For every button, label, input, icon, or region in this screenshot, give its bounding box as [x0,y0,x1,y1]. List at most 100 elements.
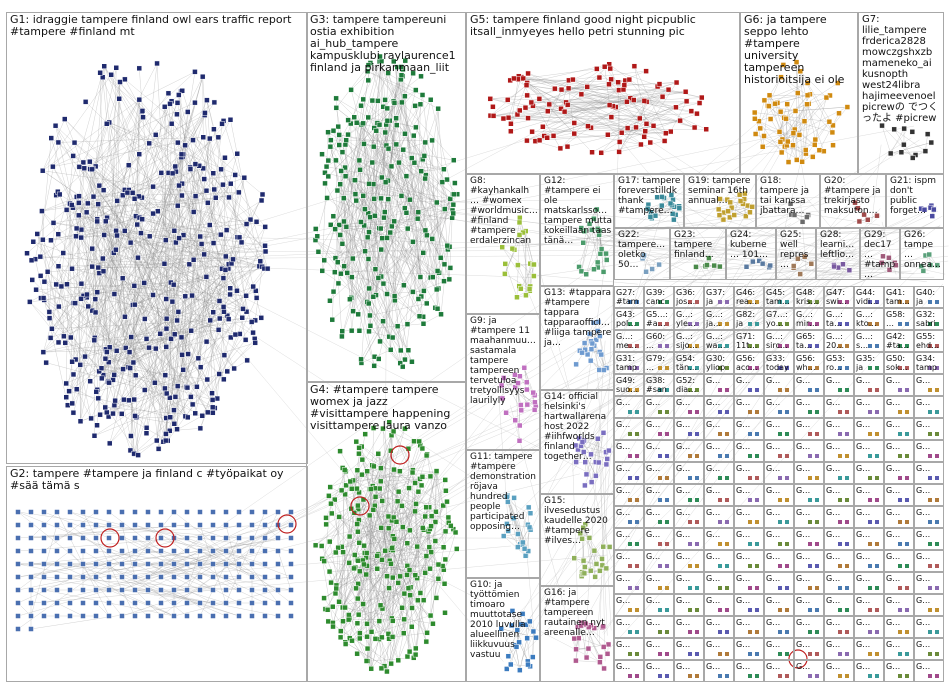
edge [58,137,204,143]
edge [116,295,193,351]
small-group-tile: G… [674,594,704,616]
small-group-tile: G… [764,506,794,528]
small-group-tile: G55: ehd… [914,330,944,352]
edge [37,233,95,341]
node [88,415,94,422]
edge [775,110,814,264]
edge [109,347,171,418]
small-group-tile: G… [884,506,914,528]
small-group-tile: G… [854,462,884,484]
edge [42,239,95,338]
small-group-tile: G… [824,418,854,440]
small-group-tile: G41: tam… [884,286,914,308]
edge [90,295,193,382]
small-group-tile: G…: yle… [674,308,704,330]
node [94,422,100,429]
node [200,134,207,140]
group-panel-g12: G12: #tampere ei ole matskarlsso… tamper… [540,174,614,286]
small-group-tile-label: G… [856,398,871,407]
small-group-tile-label: G79: … [646,354,668,372]
edge [124,79,263,195]
node [174,426,180,432]
small-group-tile: G… [824,660,854,682]
edge [40,137,219,257]
small-group-tile: G… [614,528,644,550]
node [43,359,49,366]
edge [139,71,196,100]
edge [73,230,125,413]
edge [171,101,177,172]
small-group-tile: G71: 11t… [734,330,764,352]
node [143,425,150,431]
group-panel-g18-label: G18: tampere ja tai kanssa jbattara… [760,176,812,216]
node [167,394,173,401]
small-group-tile: G… [884,572,914,594]
small-group-tile-label: G60: … [646,332,668,350]
small-group-tile: G47: swi… [824,286,854,308]
node [220,181,226,188]
node [227,285,233,291]
small-group-tile-label: G… [826,464,841,473]
small-group-tile: G… [674,396,704,418]
edge [591,218,802,342]
small-group-tile: G… [734,374,764,396]
edge [187,295,193,388]
small-group-tile-label: G… [796,486,811,495]
group-panel-g13: G13: #tappara #tampere tappara tapparaof… [540,286,614,390]
edge [97,292,220,302]
small-group-tile: G7…: yo… [764,308,794,330]
node [73,386,80,392]
small-group-tile-label: G… [706,574,721,583]
node [123,345,129,351]
edge [66,197,216,211]
small-group-tile-label: G… [916,618,931,627]
small-group-tile-label: G… [916,530,931,539]
group-panel-g10: G10: ja työttömien timoaro muuttotase 20… [466,578,540,682]
small-group-tile: G79: … [644,352,674,374]
edge [111,74,257,222]
small-group-tile-label: G… [646,420,661,429]
edge [176,114,196,165]
edge [92,99,140,169]
small-group-tile-label: G…: kto… [856,310,877,328]
small-group-tile-label: G…: s… [856,332,876,350]
edge [167,545,511,577]
small-group-tile: G… [854,396,884,418]
node [91,337,98,344]
small-group-tile: G… [854,374,884,396]
node [220,275,227,281]
small-group-tile-label: G… [736,640,751,649]
edge [230,119,260,267]
node [91,432,98,439]
small-group-tile-label: G… [646,464,661,473]
small-group-tile-label: G71: 11t… [736,332,758,350]
small-group-tile-label: G32: sabri… tamp… [916,310,936,329]
node [234,287,240,294]
group-panel-g1-label: G1: idraggie tampere finland owl ears tr… [10,13,295,38]
small-group-tile: G… [794,484,824,506]
small-group-tile-label: G… [646,640,661,649]
node [176,92,182,98]
small-group-tile: G…: mir… [794,308,824,330]
small-group-tile: G56: wh… [794,352,824,374]
group-panel-g21-label: G21: ispm don't public forget… [890,176,939,216]
edge [55,125,135,199]
node [167,101,173,107]
edge [139,119,807,583]
node [105,359,112,365]
small-group-tile-label: G… [736,442,751,451]
edge [648,219,725,264]
edge [41,210,208,380]
edge [214,189,266,252]
small-group-tile-label: G…: wa… [706,332,726,350]
small-group-tile-label: G…: ta… [826,310,846,328]
edge [106,67,117,413]
small-group-tile-label: G… [826,376,841,385]
small-group-tile: G… [884,528,914,550]
small-group-tile-label: G… [676,442,691,451]
edge [109,329,219,348]
group-panel-g20-label: G20: #tampere ja trekirjasto maksuton… [824,176,884,216]
node [259,191,266,198]
small-group-tile: G… [614,506,644,528]
